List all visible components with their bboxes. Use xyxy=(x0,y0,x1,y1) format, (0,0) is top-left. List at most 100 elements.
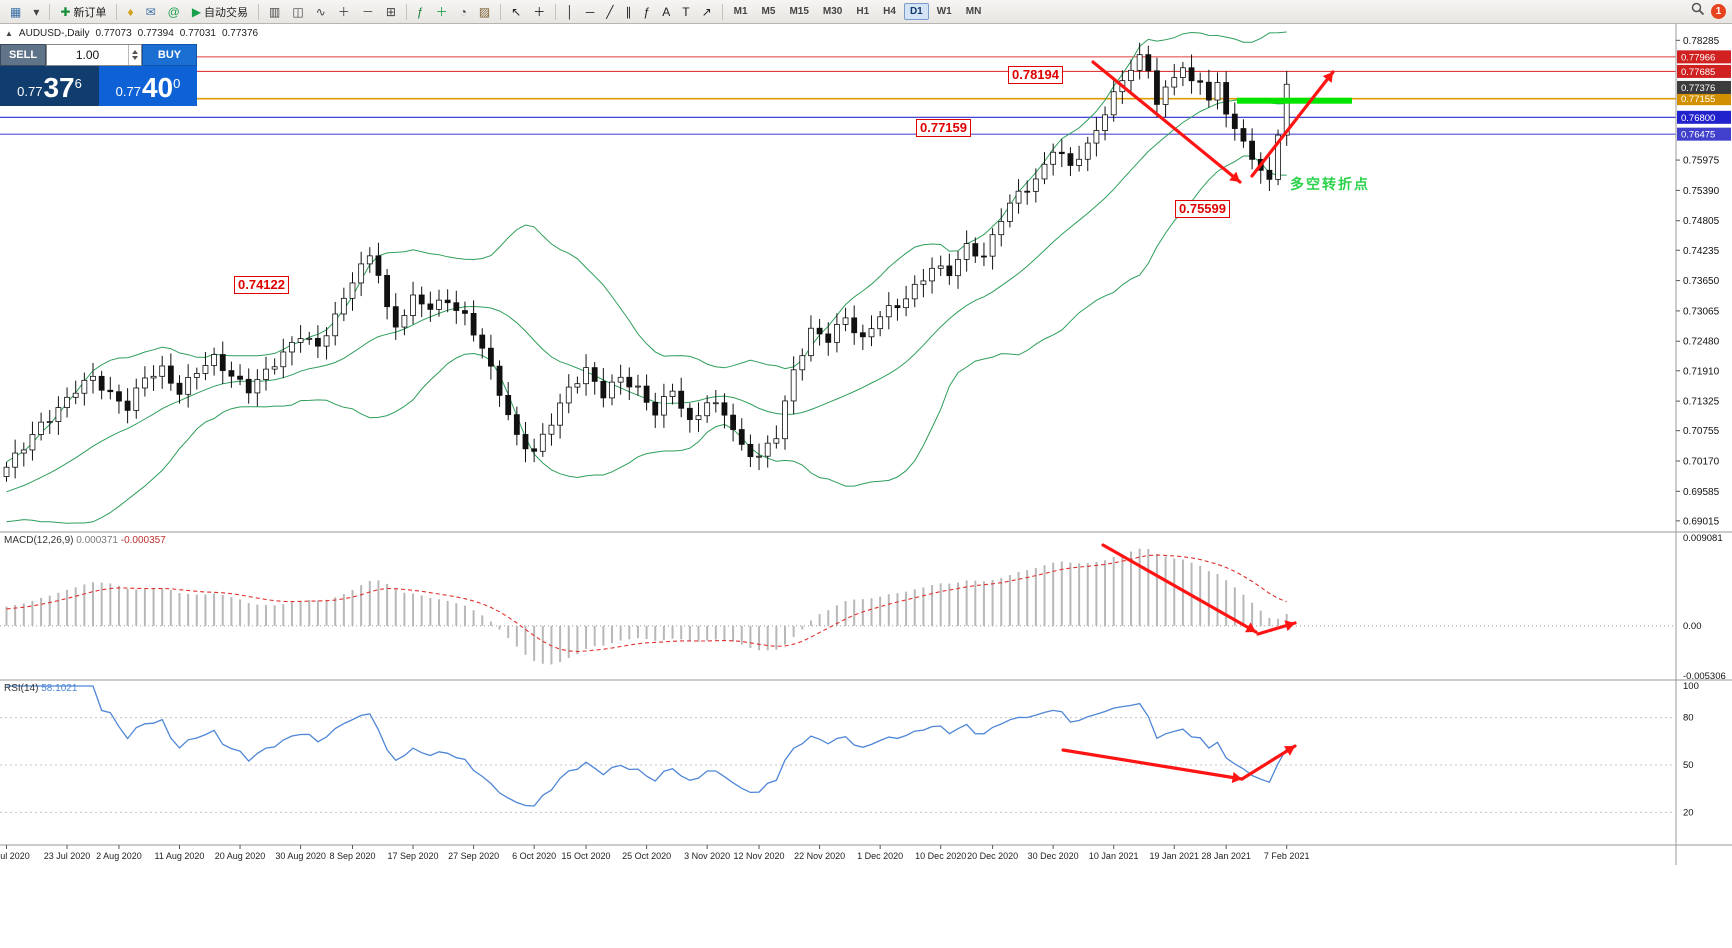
timeframe-mn-button[interactable]: MN xyxy=(965,6,982,17)
timeframe-h4-button[interactable]: H4 xyxy=(883,6,896,17)
one-click-trading-panel: SELL 1.00 BUY 0.77 37 6 0.77 40 0 xyxy=(0,44,197,106)
vertical-line-icon: │ xyxy=(566,4,574,19)
alerts-icon[interactable]: ♦ xyxy=(122,1,138,23)
svg-text:0.70170: 0.70170 xyxy=(1683,456,1720,467)
ask-price[interactable]: 0.77 40 0 xyxy=(99,66,197,106)
svg-text:0.009081: 0.009081 xyxy=(1683,533,1723,544)
market-icon[interactable]: ✉ xyxy=(141,1,161,23)
indicators-icon: ƒ xyxy=(416,4,424,19)
bid-pips: 37 xyxy=(43,72,75,103)
svg-text:11 Aug 2020: 11 Aug 2020 xyxy=(155,851,205,861)
svg-text:20: 20 xyxy=(1683,807,1694,818)
svg-text:0.74805: 0.74805 xyxy=(1683,216,1720,227)
cursor-icon[interactable]: ↖ xyxy=(506,1,526,23)
timeframe-m30-button[interactable]: M30 xyxy=(822,6,843,17)
svg-text:0.69015: 0.69015 xyxy=(1683,516,1720,527)
svg-text:15 Oct 2020: 15 Oct 2020 xyxy=(562,851,611,861)
new-order-button: ✚ xyxy=(60,4,71,19)
bar-chart-icon: ▥ xyxy=(269,4,281,19)
auto-trading-button[interactable]: ▶ 自动交易 xyxy=(187,1,253,23)
collapse-arrow-icon[interactable]: ▲ xyxy=(5,29,13,38)
new-order-button[interactable]: ✚ 新订单 xyxy=(55,1,111,23)
timeframe-m1-button[interactable]: M1 xyxy=(733,6,748,17)
svg-text:0.75390: 0.75390 xyxy=(1683,186,1720,197)
svg-text:0.70755: 0.70755 xyxy=(1683,426,1720,437)
new-order-button-label: 新订单 xyxy=(73,6,107,19)
notification-badge[interactable]: 1 xyxy=(1711,4,1726,19)
arrow-tool-icon[interactable]: ↗ xyxy=(697,1,717,23)
add-indicator-icon[interactable]: ＋ xyxy=(431,1,453,23)
tile-windows-icon[interactable]: ⊞ xyxy=(381,1,401,23)
volume-increase-icon[interactable] xyxy=(132,50,138,54)
buy-button[interactable]: BUY xyxy=(142,44,197,66)
window-dropdown-chevron-icon: ▾ xyxy=(33,4,40,19)
window-dropdown-chevron-icon[interactable]: ▾ xyxy=(28,1,44,23)
periods-icon[interactable]: ◔ xyxy=(455,1,472,23)
svg-text:1 Dec 2020: 1 Dec 2020 xyxy=(857,851,903,861)
vertical-line-icon[interactable]: │ xyxy=(561,1,579,23)
svg-text:28 Jan 2021: 28 Jan 2021 xyxy=(1201,851,1251,861)
fibonacci-icon: ƒ xyxy=(643,4,651,19)
crosshair-icon[interactable]: ＋ xyxy=(528,1,550,23)
timeframe-d1-button[interactable]: D1 xyxy=(903,3,929,20)
search-icon[interactable] xyxy=(1691,2,1705,21)
text-tool-icon: A xyxy=(662,4,671,19)
svg-text:30 Aug 2020: 30 Aug 2020 xyxy=(275,851,326,861)
svg-text:7 Feb 2021: 7 Feb 2021 xyxy=(1264,851,1310,861)
zoom-out-icon: － xyxy=(361,4,374,19)
volume-value[interactable]: 1.00 xyxy=(75,48,100,62)
svg-text:14 Jul 2020: 14 Jul 2020 xyxy=(0,851,30,861)
svg-text:0.76475: 0.76475 xyxy=(1681,130,1715,141)
community-icon: @ xyxy=(167,4,180,19)
svg-text:22 Nov 2020: 22 Nov 2020 xyxy=(794,851,845,861)
one-click-prices: 0.77 37 6 0.77 40 0 xyxy=(0,66,197,106)
label-tool-icon[interactable]: T xyxy=(677,1,694,23)
svg-text:12 Nov 2020: 12 Nov 2020 xyxy=(734,851,785,861)
svg-text:0.74235: 0.74235 xyxy=(1683,246,1720,257)
svg-text:0.71325: 0.71325 xyxy=(1683,397,1720,408)
label-tool-icon: T xyxy=(682,4,690,19)
toolbar-separator xyxy=(405,3,407,20)
text-tool-icon[interactable]: A xyxy=(657,1,675,23)
line-chart-icon[interactable]: ∿ xyxy=(311,1,331,23)
zoom-out-icon[interactable]: － xyxy=(357,1,379,23)
svg-text:2 Aug 2020: 2 Aug 2020 xyxy=(96,851,142,861)
svg-text:50: 50 xyxy=(1683,760,1694,771)
indicators-icon[interactable]: ƒ xyxy=(412,1,429,23)
timeframe-m15-button[interactable]: M15 xyxy=(789,6,809,17)
fibonacci-icon[interactable]: ƒ xyxy=(639,1,656,23)
zoom-in-icon[interactable]: ＋ xyxy=(333,1,355,23)
svg-text:6 Oct 2020: 6 Oct 2020 xyxy=(512,851,556,861)
svg-text:8 Sep 2020: 8 Sep 2020 xyxy=(329,851,375,861)
candle-chart-icon: ◫ xyxy=(292,4,304,19)
bid-price[interactable]: 0.77 37 6 xyxy=(0,66,99,106)
svg-text:25 Oct 2020: 25 Oct 2020 xyxy=(622,851,671,861)
svg-text:0.69585: 0.69585 xyxy=(1683,487,1720,498)
timeframe-m5-button[interactable]: M5 xyxy=(761,6,776,17)
candle-chart-icon[interactable]: ◫ xyxy=(287,1,308,23)
ask-prefix: 0.77 xyxy=(115,84,141,99)
horizontal-line-icon[interactable]: ─ xyxy=(581,1,600,23)
auto-trading-button: ▶ xyxy=(191,4,202,19)
toolbar-buttons: ▦ ▾ ✚ 新订单 ♦ ✉ @ ▶ 自动交易 ▥ ◫ ∿ ＋－ ⊞ ƒ ＋ ◔ ▨ ↖ ＋ │ ─ ╱ ∥ ƒ A T ↗ M1 M5 M1… xyxy=(4,0,1691,24)
svg-text:RSI(14) 58.1021: RSI(14) 58.1021 xyxy=(4,683,78,694)
toolbar-separator xyxy=(721,3,723,20)
volume-stepper[interactable]: 1.00 xyxy=(46,44,142,66)
toolbar-separator xyxy=(116,3,118,20)
bar-chart-icon[interactable]: ▥ xyxy=(264,1,285,23)
templates-icon[interactable]: ▨ xyxy=(474,1,495,23)
channel-icon[interactable]: ∥ xyxy=(621,1,637,23)
timeframe-w1-button[interactable]: W1 xyxy=(936,6,952,17)
svg-text:0.77685: 0.77685 xyxy=(1681,67,1715,78)
community-icon[interactable]: @ xyxy=(163,1,185,23)
bid-point: 6 xyxy=(74,76,82,91)
chart-window-icon[interactable]: ▦ xyxy=(5,1,26,23)
sell-button[interactable]: SELL xyxy=(0,44,46,66)
volume-decrease-icon[interactable] xyxy=(132,56,138,60)
price-chart[interactable]: 0.78285 0.75975 0.75390 0.74805 0.74235 0.736… xyxy=(0,24,1732,948)
svg-text:0.71910: 0.71910 xyxy=(1683,366,1720,377)
bid-prefix: 0.77 xyxy=(17,84,43,99)
timeframe-h1-button[interactable]: H1 xyxy=(856,6,870,17)
trendline-icon[interactable]: ╱ xyxy=(601,1,618,23)
